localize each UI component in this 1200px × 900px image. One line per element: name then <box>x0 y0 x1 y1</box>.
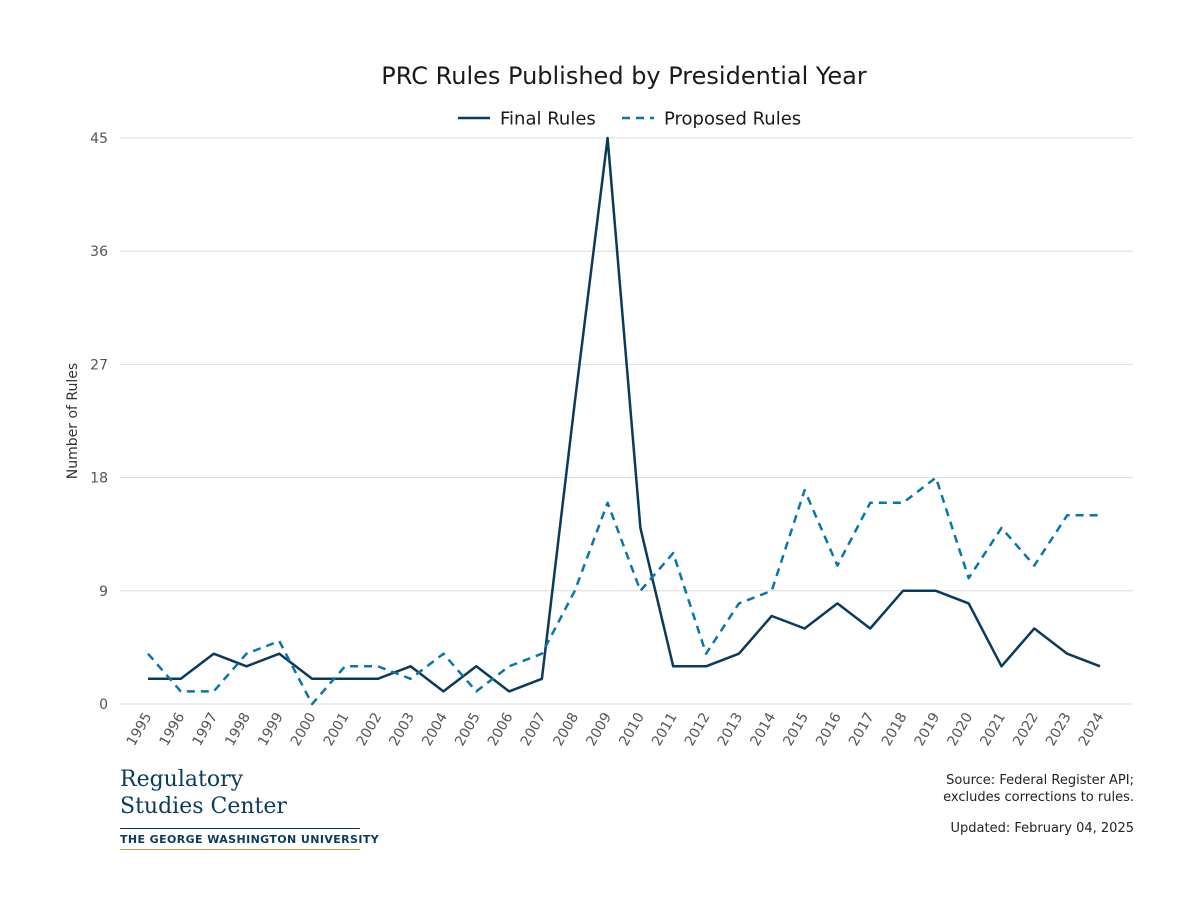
y-axis-title: Number of Rules <box>65 363 81 479</box>
x-tick-label: 2004 <box>419 710 451 749</box>
y-axis: 0 9 18 27 36 45 <box>90 131 108 713</box>
x-tick-label: 2009 <box>583 710 615 749</box>
x-tick-label: 2018 <box>879 710 911 749</box>
logo-line-1: Regulatory <box>120 767 244 792</box>
logo-underline <box>120 849 360 850</box>
x-tick-label: 2024 <box>1076 710 1108 749</box>
x-tick-label: 1999 <box>255 710 287 749</box>
x-tick-label: 1995 <box>124 710 156 749</box>
y-tick-label: 0 <box>99 697 108 713</box>
x-tick-label: 1996 <box>157 710 189 749</box>
x-tick-label: 2012 <box>682 710 714 749</box>
x-tick-label: 1997 <box>189 710 221 749</box>
x-tick-label: 2003 <box>386 710 418 749</box>
legend-label: Proposed Rules <box>664 109 801 130</box>
legend: Final Rules Proposed Rules <box>458 109 801 130</box>
logo-line-2: Studies Center <box>120 794 287 819</box>
x-tick-label: 2002 <box>354 710 386 749</box>
y-tick-label: 27 <box>90 357 108 373</box>
y-tick-label: 9 <box>99 584 108 600</box>
x-tick-label: 2000 <box>288 710 320 749</box>
legend-label: Final Rules <box>500 109 596 130</box>
x-tick-label: 2015 <box>780 710 812 749</box>
x-tick-label: 2023 <box>1043 710 1075 749</box>
x-tick-label: 2020 <box>944 710 976 749</box>
x-tick-label: 1998 <box>222 710 254 749</box>
x-tick-label: 2014 <box>748 710 780 749</box>
y-tick-label: 36 <box>90 244 108 260</box>
x-tick-label: 2010 <box>616 710 648 749</box>
source-note: Source: Federal Register API; excludes c… <box>943 772 1134 806</box>
gridlines <box>120 137 1133 705</box>
source-line-1: Source: Federal Register API; <box>946 773 1134 788</box>
x-tick-label: 2022 <box>1010 710 1042 749</box>
chart-title: PRC Rules Published by Presidential Year <box>381 62 867 90</box>
x-tick-label: 2011 <box>649 710 681 749</box>
x-tick-label: 2017 <box>846 710 878 749</box>
rsc-logo: Regulatory Studies Center THE GEORGE WAS… <box>120 766 379 850</box>
x-tick-label: 2021 <box>977 710 1009 749</box>
series-line-proposed-rules <box>147 476 1100 706</box>
y-tick-label: 18 <box>90 471 108 487</box>
updated-note: Updated: February 04, 2025 <box>950 821 1134 836</box>
x-tick-label: 2013 <box>715 710 747 749</box>
x-tick-label: 2005 <box>452 710 484 749</box>
x-axis: 1995 1996 1997 1998 1999 2000 2001 2002 2003 2004… <box>124 710 1108 749</box>
x-tick-label: 2019 <box>912 710 944 749</box>
source-line-2: excludes corrections to rules. <box>943 790 1134 805</box>
y-tick-label: 45 <box>90 131 108 147</box>
x-tick-label: 2007 <box>518 710 550 749</box>
x-tick-label: 2008 <box>551 710 583 749</box>
x-tick-label: 2001 <box>321 710 353 749</box>
logo-university: THE GEORGE WASHINGTON UNIVERSITY <box>120 833 380 846</box>
series <box>147 136 1101 706</box>
x-tick-label: 2016 <box>813 710 845 749</box>
series-line-final-rules <box>148 136 1101 693</box>
logo-divider <box>120 828 360 829</box>
x-tick-label: 2006 <box>485 710 517 749</box>
